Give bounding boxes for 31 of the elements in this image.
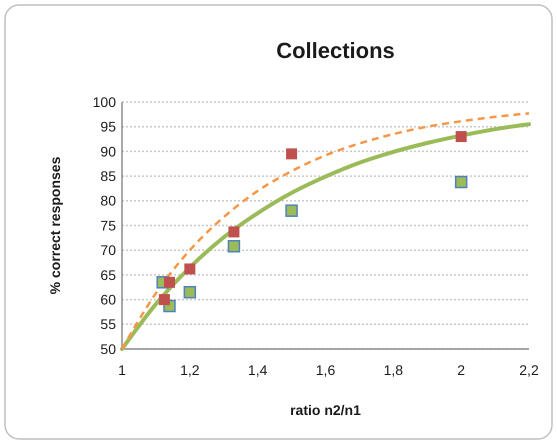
y-tick-label: 60 <box>100 292 116 308</box>
point <box>454 176 468 188</box>
point <box>158 294 170 306</box>
x-tick-label: 2 <box>457 362 466 378</box>
y-tick-label: 75 <box>100 217 116 234</box>
x-axis-title: ratio n2/n1 <box>290 402 362 418</box>
x-tick-label: 1,4 <box>248 362 268 378</box>
x-tick-label: 2,2 <box>519 362 539 378</box>
point <box>286 148 298 160</box>
y-tick-label: 50 <box>100 340 116 357</box>
y-tick-label: 100 <box>92 94 116 110</box>
point <box>184 286 196 298</box>
y-axis-title: % correct responses <box>47 156 63 294</box>
point <box>228 226 240 238</box>
x-tick-label: 1 <box>118 362 126 378</box>
y-tick-label: 95 <box>100 118 116 135</box>
point <box>285 204 298 217</box>
y-tick-label: 70 <box>100 242 116 258</box>
x-tick-label: 1,8 <box>384 362 404 378</box>
y-tick-label: 90 <box>100 143 116 160</box>
y-tick-label: 55 <box>100 316 116 332</box>
y-tick-label: 85 <box>100 168 116 184</box>
point <box>456 131 467 142</box>
point <box>164 276 175 288</box>
point <box>184 263 196 274</box>
chart-title: Collections <box>276 38 395 63</box>
y-tick-label: 80 <box>100 192 116 209</box>
y-tick-label: 65 <box>100 266 116 283</box>
x-tick-label: 1,2 <box>180 362 200 378</box>
x-tick-label: 1,6 <box>316 362 336 378</box>
point <box>228 240 240 252</box>
